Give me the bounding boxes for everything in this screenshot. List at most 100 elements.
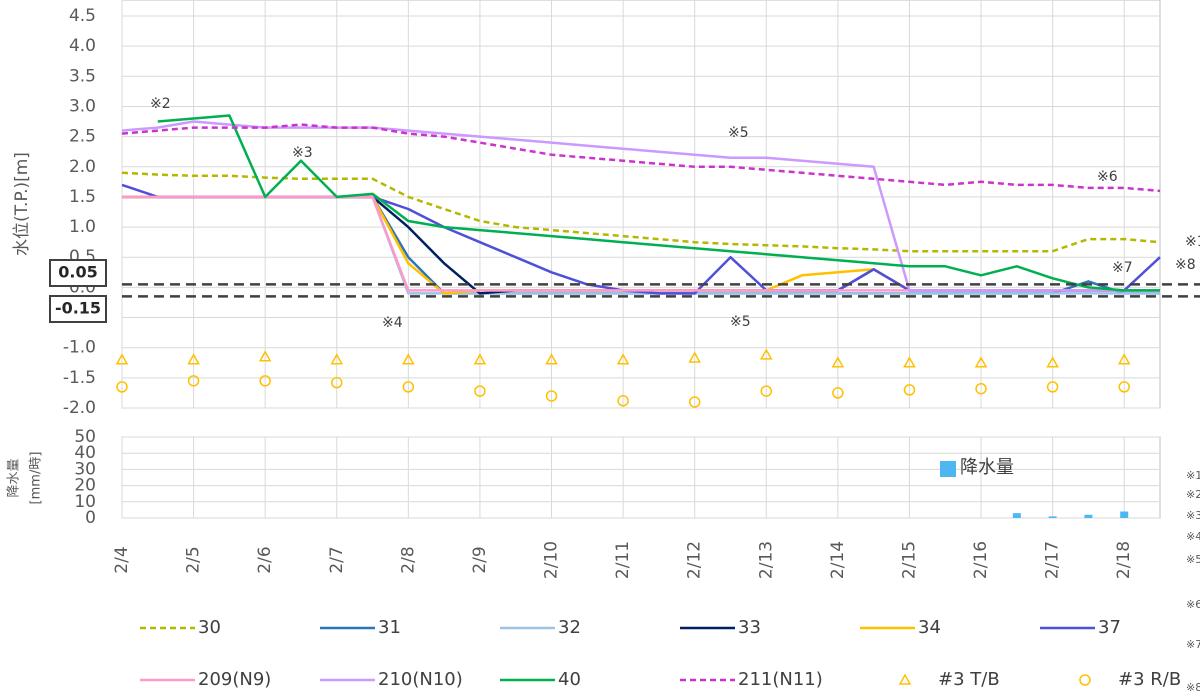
tb-marker	[258, 350, 272, 362]
rb-marker	[116, 381, 128, 393]
rb-marker	[1046, 381, 1059, 393]
series-line	[122, 195, 1160, 295]
series-line	[122, 195, 1160, 295]
rain-legend-marker	[940, 461, 956, 477]
y-tick-label: 50	[74, 427, 96, 447]
y-tick-label: 30	[74, 459, 96, 479]
legend-label: 40	[558, 669, 581, 690]
rb-marker	[1118, 381, 1130, 393]
legend-label: 37	[1098, 617, 1121, 638]
y-tick-label: -1.0	[63, 338, 96, 358]
x-tick-label: 2/14	[828, 541, 848, 579]
series-line	[157, 114, 1160, 292]
tb-marker	[402, 353, 415, 365]
rb-marker	[187, 375, 200, 387]
y-tick-label: 2.5	[69, 127, 96, 147]
tb-marker	[115, 353, 129, 365]
rain-bar	[1084, 514, 1093, 518]
legend-label: 210(N10)	[378, 669, 463, 690]
rb-marker	[760, 385, 773, 397]
legend-label: 211(N11)	[738, 669, 823, 690]
tb-marker	[187, 353, 200, 365]
side-note: ※5	[1186, 553, 1200, 566]
y-tick-label: 0	[85, 508, 96, 528]
series-line	[121, 120, 1160, 292]
legend-label: 34	[918, 617, 941, 638]
legend-label: 33	[738, 617, 761, 638]
annotation: ※5	[728, 125, 749, 141]
annotation: ※1	[1185, 234, 1200, 250]
legend-label: 209(N9)	[198, 669, 271, 690]
y-tick-label: 10	[74, 492, 96, 512]
tb-marker	[1046, 356, 1059, 368]
annotation: ※3	[292, 145, 313, 161]
ref-label: -0.15	[55, 299, 101, 318]
tb-marker	[903, 356, 916, 368]
series-line	[121, 171, 1161, 253]
rb-marker	[688, 396, 701, 408]
x-tick-label: 2/5	[184, 546, 204, 573]
rain-axis-label: [mm/時]	[29, 452, 44, 505]
rb-marker	[402, 381, 415, 393]
annotation: ※7	[1112, 260, 1133, 276]
side-note: ※1	[1186, 469, 1200, 482]
side-note: ※7	[1186, 638, 1200, 651]
x-tick-label: 2/6	[255, 546, 275, 573]
x-tick-label: 2/4	[112, 546, 132, 573]
tb-marker	[473, 353, 487, 365]
x-tick-label: 2/17	[1043, 541, 1063, 579]
tb-marker	[831, 356, 845, 368]
annotation: ※5	[730, 314, 751, 330]
tb-marker	[616, 353, 630, 365]
series-line	[121, 123, 1161, 193]
y-tick-label: 1.0	[69, 217, 96, 237]
rain-bar	[1120, 511, 1129, 518]
x-tick-label: 2/13	[756, 541, 776, 579]
x-tick-label: 2/12	[685, 541, 705, 579]
y-tick-label: 40	[74, 443, 96, 463]
y-tick-label: -2.0	[63, 398, 96, 418]
tb-marker	[974, 356, 988, 368]
rb-marker	[617, 395, 629, 407]
rb-marker	[259, 375, 271, 387]
annotation: ※2	[150, 96, 171, 112]
rain-bar	[1048, 516, 1057, 518]
series-line	[121, 183, 1161, 295]
x-tick-label: 2/9	[470, 546, 490, 573]
x-tick-label: 2/11	[613, 541, 633, 579]
y-tick-label: -1.5	[63, 368, 96, 388]
tb-marker	[760, 348, 773, 360]
rain-legend-label: 降水量	[960, 457, 1014, 478]
side-note: ※4	[1186, 530, 1200, 543]
x-tick-label: 2/8	[398, 546, 418, 573]
y-tick-label: 1.5	[69, 187, 96, 207]
y-tick-label: 20	[74, 476, 96, 496]
legend-label: 31	[378, 617, 401, 638]
rb-marker	[832, 387, 844, 399]
tb-marker	[688, 351, 701, 363]
plot-frame	[121, 0, 1161, 409]
annotation: ※6	[1097, 169, 1118, 185]
x-tick-label: 2/18	[1114, 541, 1134, 579]
tb-marker	[330, 353, 344, 365]
annotation: ※4	[382, 315, 403, 331]
series-line	[122, 195, 1160, 295]
ref-box	[49, 259, 107, 287]
rain-bar	[1012, 513, 1021, 518]
legend-marker	[898, 673, 912, 685]
x-tick-label: 2/7	[327, 546, 347, 573]
ref-label: 0.05	[58, 263, 97, 282]
rb-marker	[903, 384, 916, 396]
series-line	[122, 195, 1160, 295]
tb-marker	[545, 353, 558, 365]
y-tick-label: 3.0	[69, 96, 96, 116]
legend-label: #3 T/B	[938, 669, 1000, 690]
x-tick-label: 2/16	[971, 541, 991, 579]
y-axis-label: 水位(T.P.)[m]	[12, 152, 32, 256]
y-tick-label: 3.5	[69, 66, 96, 86]
legend-label: 30	[198, 617, 221, 638]
legend-label: 32	[558, 617, 581, 638]
rb-marker	[474, 385, 486, 397]
x-tick-label: 2/15	[899, 541, 919, 579]
